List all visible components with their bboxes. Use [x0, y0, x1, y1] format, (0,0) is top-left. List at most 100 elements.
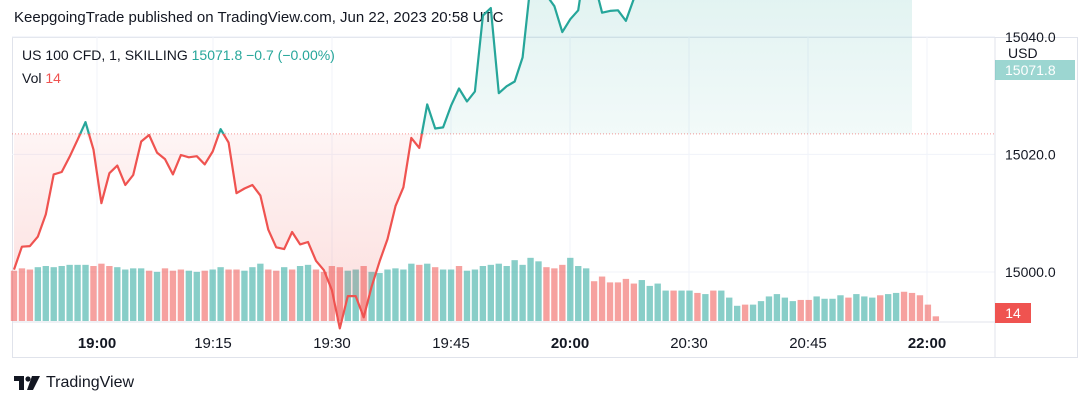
price-tick-label: 15000.0	[1005, 264, 1056, 280]
volume-bar	[463, 270, 471, 321]
volume-bar	[733, 305, 741, 321]
volume-bar	[702, 294, 709, 321]
volume-bar	[646, 285, 653, 321]
time-tick-label: 19:00	[78, 335, 116, 352]
volume-bar	[527, 257, 534, 321]
price-area	[12, 0, 995, 329]
volume-bar	[281, 267, 288, 321]
volume-bar	[837, 295, 844, 321]
volume-bar	[614, 282, 622, 321]
volume-bar	[726, 297, 733, 321]
volume-bar	[694, 292, 701, 321]
volume-bar	[757, 301, 765, 321]
volume-bar	[686, 290, 693, 321]
volume-legend[interactable]: Vol 14	[22, 70, 61, 86]
volume-bar	[312, 269, 320, 321]
footer-brand[interactable]: TradingView	[14, 374, 134, 392]
volume-bar	[805, 299, 812, 321]
volume-bar	[273, 270, 280, 321]
volume-bar	[58, 266, 65, 321]
volume-bar	[567, 257, 574, 321]
volume-bar	[845, 297, 852, 321]
symbol-legend[interactable]: US 100 CFD, 1, SKILLING 15071.8 −0.7 (−0…	[22, 47, 335, 63]
volume-bar	[598, 276, 606, 321]
volume-bar	[678, 290, 685, 321]
volume-bar	[217, 267, 224, 321]
price-change: −0.7 (−0.00%)	[246, 47, 335, 63]
volume-bar	[185, 270, 193, 321]
symbol-name: US 100 CFD, 1, SKILLING	[22, 47, 188, 63]
volume-bar	[630, 283, 638, 321]
published-caption: KeepgoingTrade published on TradingView.…	[14, 9, 504, 26]
volume-bar	[90, 266, 97, 321]
volume-bar	[161, 268, 169, 321]
volume-bar	[551, 268, 558, 321]
volume-bar	[503, 266, 510, 321]
volume-bar	[908, 292, 916, 321]
volume-bar	[789, 301, 796, 321]
volume-bar	[74, 264, 81, 321]
volume-bar	[511, 260, 518, 321]
volume-bar	[209, 269, 216, 321]
volume-bar	[853, 294, 860, 321]
time-tick-label: 19:45	[432, 335, 470, 352]
volume-bar	[177, 269, 185, 321]
volume-bar	[471, 269, 479, 321]
vol-label: Vol	[22, 70, 42, 86]
volume-bar	[392, 268, 399, 321]
volume-bar	[416, 264, 423, 321]
time-tick-label: 20:30	[670, 335, 708, 352]
price-tick-label: 15020.0	[1005, 146, 1056, 162]
volume-bar	[582, 268, 590, 321]
volume-bar	[257, 263, 264, 321]
volume-bar	[193, 271, 200, 321]
volume-bar	[384, 269, 391, 321]
volume-bar	[710, 290, 717, 321]
volume-bar	[813, 296, 820, 321]
volume-bar	[376, 273, 383, 321]
volume-bar	[130, 268, 137, 321]
volume-bar	[296, 266, 304, 321]
volume-bar	[487, 264, 494, 321]
volume-bar	[749, 304, 757, 321]
price-tag: 15071.8	[995, 60, 1075, 80]
volume-bar	[368, 271, 375, 321]
area-below-baseline	[14, 133, 912, 329]
price-line-down	[12, 133, 423, 330]
volume-bar	[265, 269, 272, 321]
volume-tag: 14	[995, 303, 1031, 323]
price-tick-label: 15040.0	[1005, 29, 1056, 45]
volume-bar	[169, 270, 177, 321]
volume-bar	[781, 297, 789, 321]
volume-bar	[98, 263, 105, 321]
time-tick-label: 20:00	[551, 335, 589, 352]
volume-bar	[10, 270, 18, 321]
volume-bar	[26, 269, 34, 321]
volume-bar	[877, 295, 884, 321]
volume-bar	[932, 316, 940, 321]
volume-bar	[122, 269, 129, 321]
volume-bar	[924, 304, 932, 321]
volume-bar	[288, 269, 296, 321]
volume-bar	[439, 269, 447, 321]
volume-bar	[145, 270, 153, 321]
volume-bar	[479, 266, 487, 321]
volume-bar	[424, 263, 431, 321]
volume-bar	[82, 264, 89, 321]
volume-bar	[137, 268, 145, 321]
price-line	[12, 0, 635, 330]
volume-bar	[638, 280, 645, 321]
volume-bar	[519, 264, 526, 321]
volume-bar	[622, 278, 630, 321]
volume-bar	[821, 298, 828, 321]
volume-bar	[535, 261, 542, 321]
volume-bar	[662, 290, 669, 321]
volume-bar	[408, 263, 415, 321]
volume-bar	[106, 266, 113, 321]
volume-bar	[66, 264, 73, 321]
volume-bar	[900, 291, 908, 321]
time-tick-label: 20:45	[789, 335, 827, 352]
volume-bar	[892, 292, 900, 321]
